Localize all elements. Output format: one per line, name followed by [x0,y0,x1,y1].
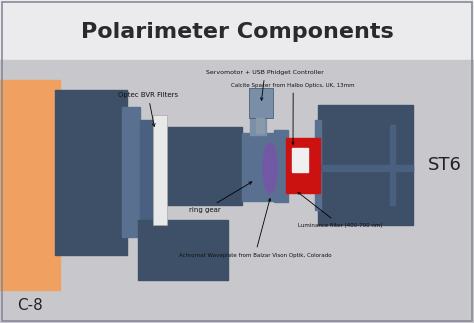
Bar [315,120,321,210]
Text: Luminance filter (400-700 nm): Luminance filter (400-700 nm) [298,192,382,227]
Bar [292,148,308,172]
Bar [318,105,413,225]
Text: ring gear: ring gear [189,182,252,213]
Text: Achromat Waveplate from Balzar Vison Optik, Colorado: Achromat Waveplate from Balzar Vison Opt… [179,199,331,257]
Bar [390,125,395,205]
Bar [122,107,140,237]
Bar [140,120,160,220]
Text: C-8: C-8 [17,297,43,312]
Bar [249,88,273,118]
Bar [274,130,288,202]
Bar [138,220,228,280]
Bar [55,90,127,255]
Bar [0,80,60,290]
Bar [318,165,413,171]
Text: Calcite Spacer from Halbo Optics, UK, 13mm: Calcite Spacer from Halbo Optics, UK, 13… [231,82,355,144]
Bar [162,127,242,205]
Bar [256,118,264,133]
Text: Polarimeter Components: Polarimeter Components [81,22,393,42]
Bar [250,117,266,135]
Bar [242,133,274,201]
Text: ST6: ST6 [428,156,462,174]
Bar [0,60,474,323]
Ellipse shape [263,143,277,193]
Bar [153,115,167,225]
Text: Optec BVR Filters: Optec BVR Filters [118,92,178,126]
Bar [286,138,320,193]
Text: Servomotor + USB Phidget Controller: Servomotor + USB Phidget Controller [206,70,324,100]
